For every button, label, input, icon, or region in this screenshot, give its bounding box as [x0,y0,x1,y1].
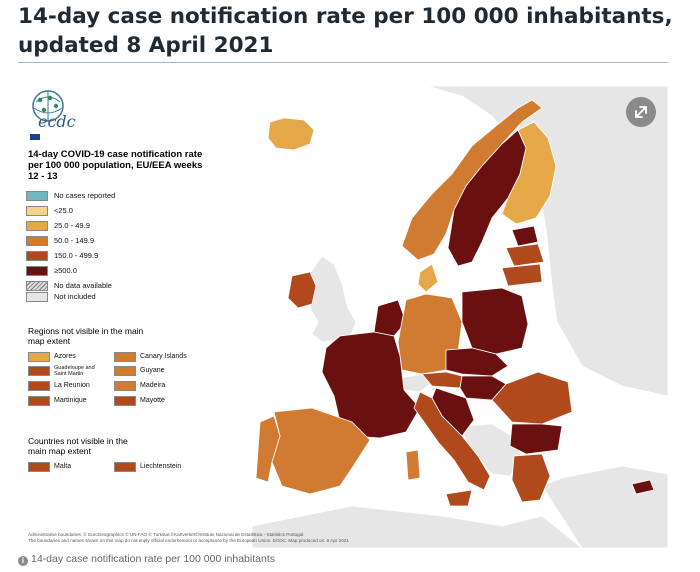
region-iceland [267,117,315,151]
legend-swatch-hatched [26,281,48,291]
legend-swatch [26,236,48,246]
region-france [321,331,421,439]
region-bulgaria [509,423,563,455]
region-finland [501,121,557,225]
expand-icon [635,106,647,118]
region-romania [491,371,573,425]
non-eu-uk [307,255,357,343]
region-sicily [445,489,473,507]
region-latvia [505,243,545,267]
region-norway [401,99,543,261]
europe-map [22,86,668,548]
region-netherlands-belgium [373,299,407,337]
map-panel: ecdc 14-day COVID-19 case notification r… [22,86,668,548]
countries-heading: Countries not visible in the main map ex… [28,436,128,456]
ecdc-logo [30,90,64,140]
regions-heading: Regions not visible in the main map exte… [28,326,144,346]
map-footnote: Administrative boundaries: © EuroGeograp… [28,532,349,543]
page-title: 14-day case notification rate per 100 00… [18,4,673,58]
region-portugal [255,415,281,483]
legend-swatch [26,266,48,276]
region-lithuania [501,263,543,287]
figure-caption: i 14-day case notification rate per 100 0… [18,552,275,566]
non-eu-north-africa [251,505,583,548]
region-cyprus [631,479,655,495]
legend-swatch [26,191,48,201]
info-icon: i [18,556,28,566]
legend-swatch [26,251,48,261]
title-divider [18,62,668,63]
legend-swatch [26,292,48,302]
region-sardinia [405,449,421,481]
region-ireland [287,271,317,309]
region-greece [511,453,551,503]
region-denmark [417,263,439,293]
legend-backdrop [22,86,242,491]
legend-title: 14-day COVID-19 case notification rate p… [28,149,203,182]
region-estonia [511,225,539,247]
logo-wordmark: ecdc [38,112,76,131]
region-czechia-slovakia [445,347,509,377]
region-italy [413,391,491,491]
legend-swatch [26,206,48,216]
legend-swatch [26,221,48,231]
expand-map-button[interactable] [626,97,656,127]
region-poland [461,287,529,355]
